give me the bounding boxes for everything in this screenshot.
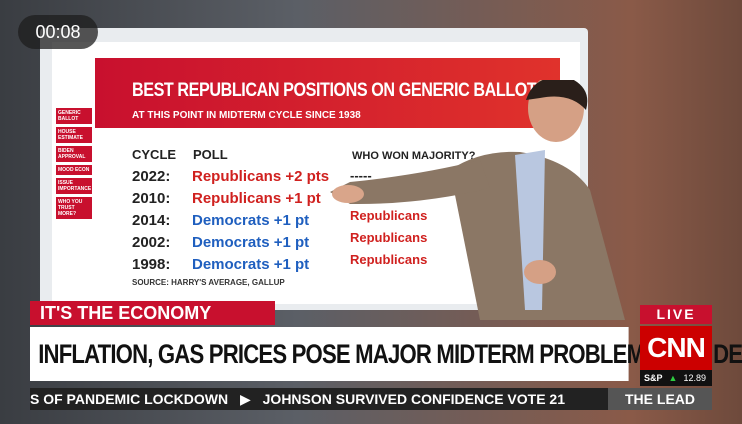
poll: Democrats +1 pt — [192, 234, 310, 251]
show-name: THE LEAD — [608, 388, 712, 410]
poll: Republicans +2 pts — [192, 168, 330, 185]
arm — [330, 160, 490, 205]
board-title: BEST REPUBLICAN POSITIONS ON GENERIC BAL… — [132, 80, 537, 101]
crawl-item: JOHNSON SURVIVED CONFIDENCE VOTE 21 — [262, 391, 566, 407]
market-change: 12.89 — [683, 373, 706, 383]
menu-button: ISSUE IMPORTANCE — [56, 178, 92, 194]
market-index: S&P — [644, 373, 663, 383]
headline: INFLATION, GAS PRICES POSE MAJOR MIDTERM… — [30, 327, 742, 381]
menu-button: BIDEN APPROVAL — [56, 146, 92, 162]
timestamp: 00:08 — [18, 15, 98, 49]
poll: Democrats +1 pt — [192, 256, 310, 273]
presenter — [330, 80, 625, 320]
crawl-item: S OF PANDEMIC LOCKDOWN — [30, 391, 229, 407]
hair — [526, 80, 588, 110]
header-winner: WHO WON MAJORITY? — [352, 150, 476, 162]
winner: Republicans — [350, 252, 428, 267]
winner: ----- — [350, 168, 372, 183]
up-arrow: ▲ — [668, 373, 678, 383]
header-cycle: CYCLE — [132, 147, 177, 162]
poll: Democrats +1 pt — [192, 212, 310, 229]
network-logo: CNN — [640, 326, 712, 370]
hand — [332, 185, 364, 203]
board-menu: GENERIC BALLOT HOUSE ESTIMATE BIDEN APPROV… — [56, 108, 92, 222]
board-header — [95, 58, 560, 128]
crawl-bar: S OF PANDEMIC LOCKDOWN ▶ JOHNSON SURVIVE… — [30, 388, 608, 410]
menu-button: GENERIC BALLOT — [56, 108, 92, 124]
winner: Republicans — [350, 230, 428, 245]
winner: Republicans — [350, 208, 428, 223]
menu-button: HOUSE ESTIMATE — [56, 127, 92, 143]
cycle: 2022: — [132, 168, 171, 185]
menu-button: WHO YOU TRUST MORE? — [56, 197, 92, 219]
market-ticker: S&P ▲ 12.89 — [640, 370, 712, 386]
source: SOURCE: HARRY'S AVERAGE, GALLUP — [132, 278, 285, 287]
menu-button: MOOD ECON — [56, 165, 92, 175]
live-badge: LIVE — [640, 305, 712, 324]
board-subtitle: AT THIS POINT IN MIDTERM CYCLE SINCE 193… — [132, 110, 361, 121]
crawl-separator: ▶ — [239, 391, 251, 407]
poll: Republicans +1 pt — [192, 190, 321, 207]
cycle: 1998: — [132, 256, 171, 273]
header-poll: POLL — [193, 147, 228, 162]
cycle: 2010: — [132, 190, 171, 207]
left-hand — [524, 260, 556, 284]
cycle: 2002: — [132, 234, 171, 251]
cycle: 2014: — [132, 212, 171, 229]
kicker: IT'S THE ECONOMY — [30, 301, 275, 325]
